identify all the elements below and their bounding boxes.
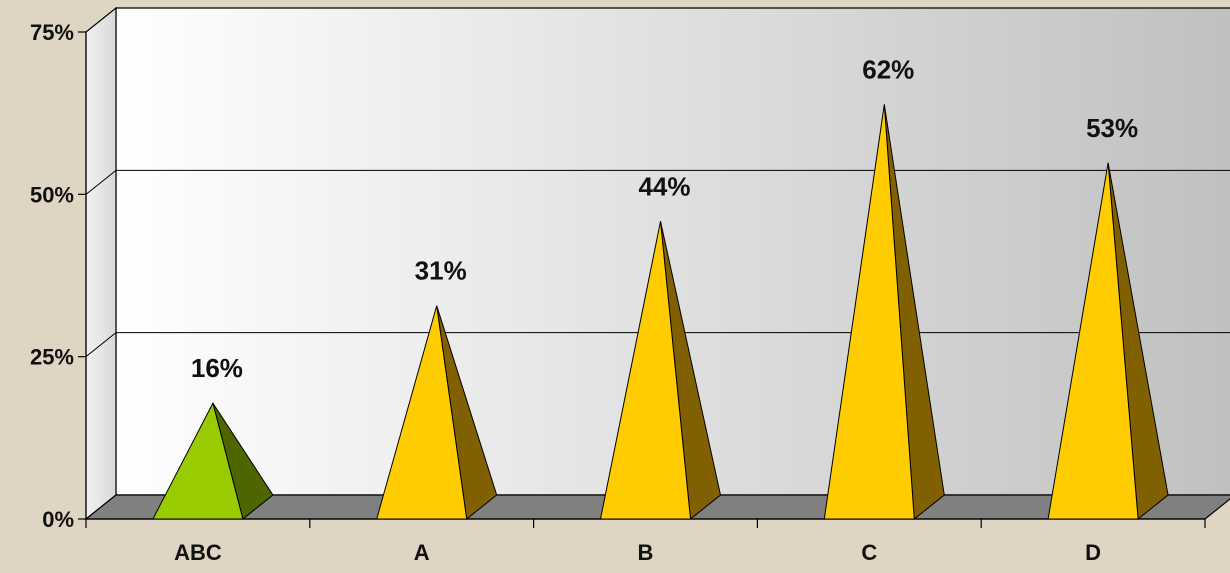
pyramid-front-face <box>152 401 244 520</box>
pyramid-front-face <box>376 305 468 520</box>
pyramid-front-face <box>1047 162 1139 520</box>
x-category-label: A <box>414 540 430 565</box>
y-tick-label: 0% <box>42 507 74 532</box>
data-label: 53% <box>1086 113 1138 143</box>
gridline <box>85 169 1230 195</box>
pyramid-bar-abc <box>152 401 274 520</box>
pyramid-bar-b <box>599 221 722 520</box>
x-category-label: B <box>638 540 654 565</box>
pyramid-bar-c <box>823 104 945 520</box>
y-tick-label: 50% <box>30 182 74 207</box>
x-category-label: ABC <box>174 540 222 565</box>
y-tick-label: 25% <box>30 345 74 370</box>
y-tick-label: 75% <box>30 20 74 45</box>
pyramid-front-face <box>599 221 692 520</box>
data-label: 44% <box>638 171 690 201</box>
data-label: 62% <box>862 54 914 84</box>
chart-side-wall <box>85 6 117 521</box>
pyramid-front-face <box>823 104 915 520</box>
x-category-label: C <box>861 540 877 565</box>
pyramid-bar-d <box>1047 162 1169 520</box>
pyramid-bar-a <box>376 305 498 520</box>
data-label: 16% <box>191 353 243 383</box>
x-category-label: D <box>1085 540 1101 565</box>
data-label: 31% <box>415 256 467 286</box>
